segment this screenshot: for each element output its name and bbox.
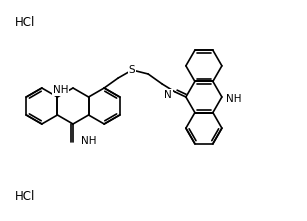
Text: HCl: HCl [15, 189, 35, 202]
Text: NH: NH [81, 136, 96, 146]
Text: HCl: HCl [15, 17, 35, 29]
Text: NH: NH [226, 94, 241, 104]
Text: NH: NH [52, 85, 68, 95]
Text: S: S [129, 65, 135, 75]
Text: N: N [165, 90, 172, 100]
